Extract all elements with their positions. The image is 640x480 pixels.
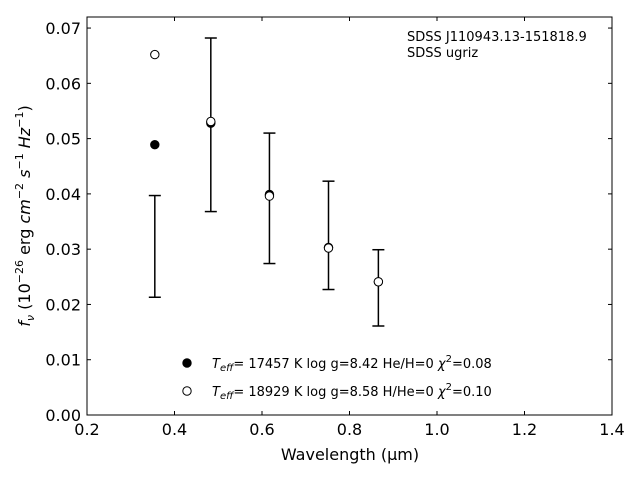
- legend-entry: Teff= 18929 K log g=8.58 H/He=0 χ2=0.10: [212, 382, 492, 402]
- error-bar: [148, 194, 161, 299]
- y-tick-label: 0.00: [45, 406, 81, 425]
- chart-annotation-survey: SDSS ugriz: [407, 46, 478, 61]
- x-tick-label: 1.4: [599, 420, 624, 439]
- x-tick-label: 1.0: [424, 420, 449, 439]
- y-tick-label: 0.04: [45, 185, 81, 204]
- model-point-open: [206, 116, 216, 127]
- plot-layer: [86, 17, 613, 416]
- y-tick-label: 0.05: [45, 130, 81, 149]
- model-point-filled: [150, 139, 160, 150]
- legend: Teff= 17457 K log g=8.42 He/H=0 χ2=0.08 T…: [182, 354, 492, 402]
- x-tick-label: 0.8: [337, 420, 362, 439]
- y-tick-label: 0.01: [45, 351, 81, 370]
- y-tick-label: 0.03: [45, 240, 81, 259]
- y-tick-label: 0.06: [45, 74, 81, 93]
- y-tick-label: 0.07: [45, 19, 81, 38]
- model-point-open: [264, 191, 275, 201]
- plot-frame: [86, 16, 613, 416]
- error-bar: [372, 248, 385, 327]
- x-tick-label: 1.2: [512, 420, 537, 439]
- legend-marker: [182, 358, 192, 368]
- model-point-open: [323, 243, 334, 253]
- y-axis-label: fν (10−26 erg cm−2 s−1 Hz−1): [13, 105, 37, 326]
- model-point-open: [150, 49, 160, 60]
- legend-entry: Teff= 17457 K log g=8.42 He/H=0 χ2=0.08: [212, 354, 492, 374]
- legend-marker: [182, 386, 192, 396]
- error-bar: [322, 180, 335, 291]
- x-axis-label: Wavelength (μm): [281, 445, 419, 464]
- chart-annotation-object: SDSS J110943.13-151818.9: [407, 30, 587, 45]
- model-point-open: [373, 277, 384, 287]
- x-tick-label: 0.4: [162, 420, 187, 439]
- x-tick-label: 0.2: [74, 420, 99, 439]
- svg-text:fν (10−26 erg cm−2 s−1 Hz−1): fν (10−26 erg cm−2 s−1 Hz−1): [13, 105, 37, 326]
- y-tick-label: 0.02: [45, 295, 81, 314]
- x-tick-label: 0.6: [249, 420, 274, 439]
